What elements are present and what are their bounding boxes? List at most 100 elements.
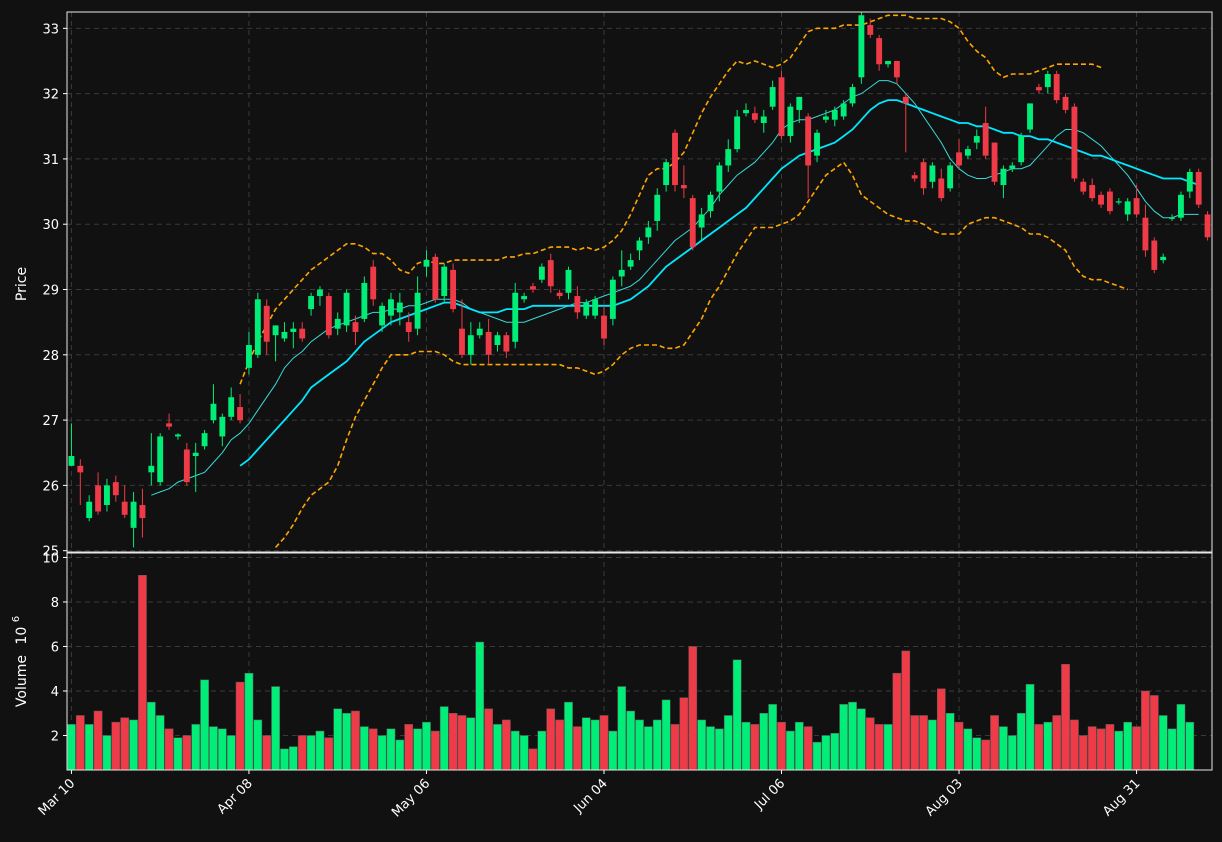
volume-bar	[1114, 730, 1124, 771]
candle-body	[769, 87, 776, 107]
volume-bar	[1123, 721, 1133, 771]
candle	[547, 253, 554, 293]
volume-bar	[759, 712, 769, 771]
candle	[751, 106, 758, 124]
volume-bar	[528, 748, 538, 771]
candle-body	[1071, 106, 1078, 179]
volume-bar	[315, 730, 325, 771]
volume-bar	[608, 730, 618, 771]
candle	[1186, 168, 1193, 199]
candle	[1044, 70, 1051, 94]
candle-body	[68, 456, 75, 466]
candle-body	[601, 315, 607, 339]
candle	[263, 299, 270, 355]
candle	[618, 250, 625, 287]
candle-body	[157, 436, 164, 483]
candle	[219, 413, 226, 447]
candle-body	[530, 286, 536, 290]
candle-body	[885, 60, 891, 65]
candle-body	[192, 452, 199, 457]
volume-bar	[235, 681, 245, 771]
candle	[743, 103, 749, 117]
candle	[840, 100, 847, 120]
volume-bar	[102, 735, 112, 771]
volume-bar	[155, 715, 165, 771]
price-y-tick-labels: 25 26 27 28 29 30 31 32 33	[42, 22, 67, 560]
volume-bar	[519, 735, 529, 771]
price-y-tick-label: 33	[42, 22, 59, 37]
volume-bar	[723, 715, 733, 771]
candle	[494, 331, 501, 352]
volume-bar	[910, 715, 919, 771]
candle-body	[379, 305, 386, 326]
volume-bar	[874, 724, 884, 771]
volume-bar	[324, 737, 334, 771]
candle	[1089, 178, 1096, 202]
volume-bar	[1158, 715, 1168, 771]
volume-bar	[466, 717, 476, 771]
candle	[1000, 165, 1007, 199]
candle	[281, 322, 288, 342]
candle	[876, 34, 883, 71]
candle-body	[1089, 185, 1096, 199]
volume-bar	[981, 739, 990, 771]
volume-bar	[635, 719, 644, 771]
candle-body	[1044, 74, 1051, 88]
candle-body	[1027, 103, 1033, 130]
candle	[1195, 168, 1202, 208]
candle-body	[982, 123, 989, 156]
candle-body	[95, 485, 101, 512]
candle	[1204, 211, 1211, 241]
candle	[485, 318, 492, 365]
volume-y-tick-labels: 2 4 6 8 10	[42, 551, 67, 745]
candle	[1027, 103, 1033, 133]
volume-y-tick-label: 10	[42, 551, 59, 566]
candle	[654, 188, 661, 231]
volume-bar	[1007, 735, 1017, 771]
candle-body	[1053, 74, 1060, 101]
candle	[902, 93, 909, 153]
candle-body	[175, 434, 181, 437]
candle-body	[556, 292, 563, 297]
candle-body	[672, 132, 678, 186]
volume-bar	[644, 726, 653, 771]
candle-body	[547, 260, 554, 287]
candle-body	[325, 296, 332, 336]
candle-body	[1124, 201, 1131, 215]
candle	[796, 96, 803, 124]
candle-body	[467, 335, 474, 355]
candle	[885, 60, 891, 68]
volume-bar	[1096, 728, 1106, 771]
candle-body	[503, 335, 510, 352]
candle	[396, 292, 403, 326]
candle	[929, 162, 936, 189]
candle-body	[512, 292, 519, 342]
volume-bar	[537, 730, 547, 771]
volume-bar	[360, 726, 369, 771]
candle-body	[778, 77, 785, 137]
candle	[86, 495, 93, 522]
candle	[121, 485, 128, 519]
candle-body	[734, 116, 741, 150]
candle	[1098, 191, 1104, 208]
candle-body	[77, 465, 84, 473]
candle-body	[920, 162, 927, 189]
volume-y-tick-label: 6	[51, 640, 59, 655]
volume-bar	[546, 708, 556, 771]
volume-axis-title: Volume 10 6	[11, 616, 30, 707]
candle	[237, 393, 244, 424]
price-panel-frame	[66, 11, 1213, 553]
candle-body	[263, 305, 270, 342]
price-y-tick-label: 30	[42, 218, 59, 233]
candle	[663, 158, 670, 192]
volume-bar	[706, 726, 715, 771]
candlesticks	[68, 12, 1211, 548]
volume-bar	[138, 575, 147, 771]
candle	[814, 129, 820, 163]
candle-body	[1160, 256, 1167, 261]
volume-bar	[732, 659, 742, 771]
candle-body	[183, 449, 190, 483]
candle-body	[760, 116, 767, 124]
volume-bar	[1034, 724, 1044, 771]
